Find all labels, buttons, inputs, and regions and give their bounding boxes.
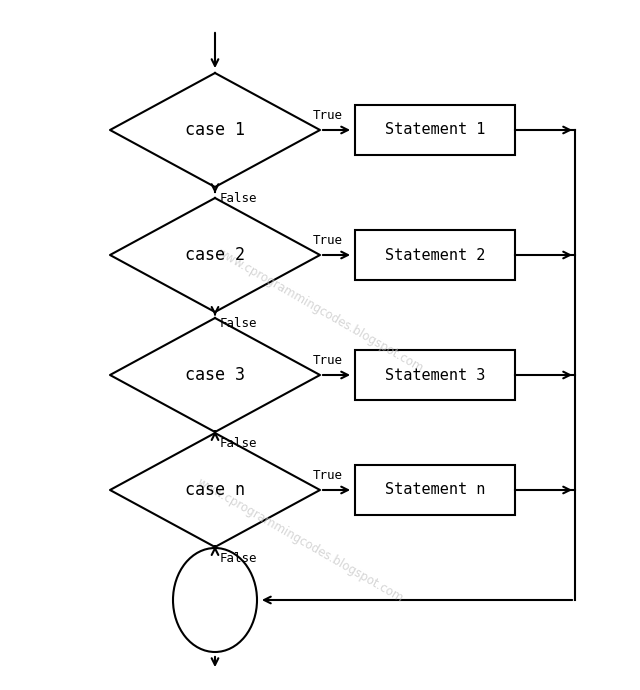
- Ellipse shape: [173, 548, 257, 652]
- Polygon shape: [110, 318, 320, 432]
- Text: False: False: [220, 192, 257, 205]
- Text: False: False: [220, 437, 257, 450]
- Text: www.cprogrammingcodes.blogspot.com: www.cprogrammingcodes.blogspot.com: [195, 475, 406, 604]
- Text: True: True: [312, 234, 342, 247]
- FancyBboxPatch shape: [355, 230, 515, 280]
- Text: case 1: case 1: [185, 121, 245, 139]
- Text: Statement 2: Statement 2: [385, 248, 485, 262]
- FancyBboxPatch shape: [355, 350, 515, 400]
- Polygon shape: [110, 433, 320, 547]
- Text: True: True: [312, 469, 342, 482]
- Text: False: False: [220, 552, 257, 565]
- Text: Statement 1: Statement 1: [385, 123, 485, 137]
- Text: www.cprogrammingcodes.blogspot.com: www.cprogrammingcodes.blogspot.com: [214, 246, 426, 375]
- Polygon shape: [110, 73, 320, 187]
- Text: Statement 3: Statement 3: [385, 368, 485, 382]
- Text: Statement n: Statement n: [385, 482, 485, 497]
- Text: False: False: [220, 317, 257, 330]
- Polygon shape: [110, 198, 320, 312]
- FancyBboxPatch shape: [355, 465, 515, 515]
- Text: case 3: case 3: [185, 366, 245, 384]
- FancyBboxPatch shape: [355, 105, 515, 155]
- Text: True: True: [312, 354, 342, 367]
- Text: True: True: [312, 109, 342, 122]
- Text: case 2: case 2: [185, 246, 245, 264]
- Text: case n: case n: [185, 481, 245, 499]
